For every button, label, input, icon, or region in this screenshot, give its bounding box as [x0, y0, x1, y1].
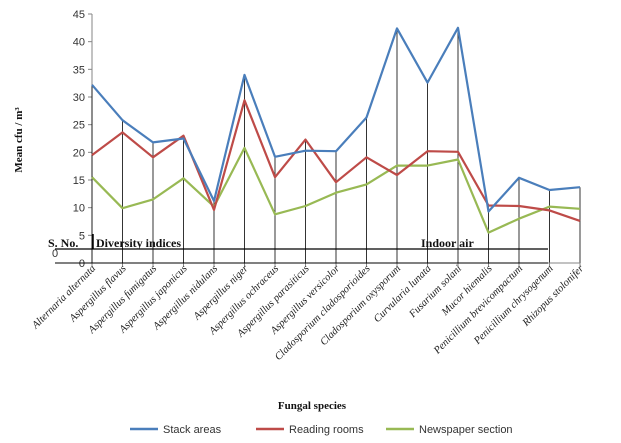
- series-line-reading-rooms: [91, 99, 581, 222]
- y-tick-label: 45: [73, 9, 85, 21]
- legend-label: Newspaper section: [419, 424, 513, 436]
- table-indoor-label: Indoor air: [421, 236, 474, 250]
- y-tick-label: 5: [79, 230, 85, 242]
- y-tick-label: 40: [73, 37, 85, 49]
- legend: Stack areas Reading rooms Newspaper sectio…: [130, 424, 513, 436]
- y-tick-label: 25: [73, 120, 85, 132]
- y-axis: 0 5 10 15 20 25 30 35 40 45: [73, 9, 93, 270]
- y-axis-title: Mean cfu / m³: [13, 107, 25, 173]
- series-lines: [91, 26, 581, 234]
- y-tick-label: 35: [73, 64, 85, 76]
- table-diversity-label: Diversity indices: [96, 236, 181, 250]
- y-tick-label: 15: [73, 175, 85, 187]
- y-tick-label: 0: [79, 258, 85, 270]
- legend-label: Reading rooms: [289, 424, 364, 436]
- y-tick-label: 20: [73, 147, 85, 159]
- table-sno-label: S. No.: [48, 236, 78, 250]
- drop-lines: [91, 27, 581, 263]
- legend-label: Stack areas: [163, 424, 222, 436]
- series-line-stack-areas: [91, 26, 581, 213]
- series-line-newspaper-section: [91, 146, 581, 234]
- table-zero-mark: 0: [52, 248, 58, 260]
- y-tick-label: 30: [73, 92, 85, 104]
- y-tick-label: 10: [73, 203, 85, 215]
- x-axis-title: Fungal species: [278, 400, 347, 412]
- table-fragment-overlay: S. No. 0 Diversity indices Indoor air: [48, 234, 548, 264]
